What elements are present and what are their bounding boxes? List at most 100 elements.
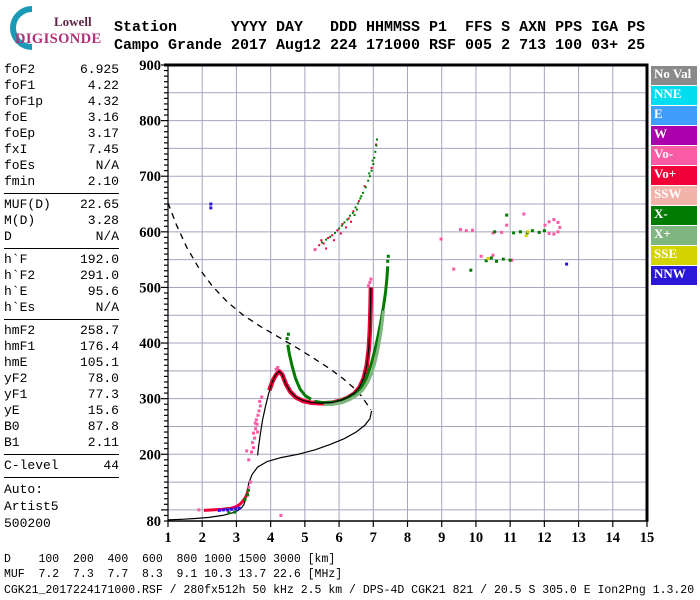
x-minus-echoes-dot	[286, 332, 290, 336]
nnw-echoes-dot	[217, 508, 221, 512]
panel-divider	[4, 477, 119, 478]
second-hop-green-dot	[321, 241, 323, 244]
x-trace-f1-cusp	[286, 344, 312, 401]
muf-transmission-curve	[167, 202, 372, 411]
x-axis-label: 5	[301, 530, 308, 546]
param-row: C-level 44	[4, 458, 119, 474]
o-trace-e	[203, 491, 250, 512]
vo-minus-echoes-dot	[522, 212, 526, 216]
vo-minus-echoes-dot	[254, 427, 258, 431]
logo-lowell-text: Lowell	[54, 14, 92, 29]
second-hop-green-dot	[329, 235, 332, 238]
second-hop-green-dot	[338, 227, 341, 230]
second-hop-green-dot	[351, 211, 354, 214]
x-axis-label: 4	[267, 530, 274, 546]
param-value: N/A	[95, 300, 119, 315]
x-axis-label: 3	[233, 530, 240, 546]
param-value: 77.3	[87, 387, 119, 402]
legend-item-nne: NNE	[651, 86, 697, 105]
y-axis-label: 200	[139, 447, 161, 463]
second-hop-green-dot	[349, 214, 351, 217]
param-value: 4.22	[87, 78, 119, 93]
second-hop-green-dot	[367, 179, 370, 182]
vo-minus-echoes-dot	[556, 230, 560, 234]
param-label: fxI	[4, 142, 28, 157]
vo-minus-echoes-dot	[253, 436, 257, 440]
param-value: 4.32	[87, 94, 119, 109]
second-hop-green-dot	[325, 238, 328, 241]
param-row: h`Es N/A	[4, 300, 119, 316]
param-label: h`E	[4, 284, 28, 299]
param-label: hmE	[4, 355, 28, 370]
legend-item-nnw: NNW	[651, 266, 697, 285]
vo-minus-echoes-dot	[255, 422, 259, 426]
param-label: yE	[4, 403, 20, 418]
second-hop-red-dot	[336, 229, 339, 232]
vo-minus-echoes-dot	[558, 225, 562, 229]
vo-minus-echoes-dot	[556, 220, 560, 224]
x-axis-label: 12	[537, 530, 552, 546]
param-value: 3.16	[87, 110, 119, 125]
o-trace-f	[267, 287, 374, 406]
y-axis-label: 400	[139, 336, 161, 352]
param-row: foF2 6.925	[4, 62, 119, 78]
param-label: yF1	[4, 387, 28, 402]
vo-minus-echoes-dot	[552, 232, 556, 236]
param-row: foEs N/A	[4, 158, 119, 174]
vo-minus-echoes-dot	[547, 232, 551, 235]
vo-minus-echoes-dot	[252, 431, 255, 435]
param-row: yF1 77.3	[4, 387, 119, 403]
param-value: 3.28	[87, 213, 119, 228]
second-hop-red-dot	[318, 244, 321, 247]
vo-minus-echoes-dot	[505, 223, 509, 227]
vo-minus-echoes-dot	[547, 220, 551, 224]
x-minus-echoes-dot	[489, 256, 493, 260]
true-height-profile-curve	[167, 410, 373, 521]
param-value: 258.7	[79, 323, 119, 338]
param-value: 95.6	[87, 284, 119, 299]
second-hop-red-dot	[332, 239, 335, 242]
param-row: foEp 3.17	[4, 126, 119, 142]
x-minus-echoes-dot	[469, 268, 473, 272]
x-minus-echoes-dot	[386, 259, 390, 263]
second-hop-red-dot	[352, 210, 355, 213]
vo-minus-echoes-dot	[247, 485, 251, 489]
nnw-echoes-dot	[230, 507, 234, 511]
y-axis-label: 900	[139, 58, 161, 74]
x-minus-echoes-dot	[493, 230, 497, 234]
logo-crescent-icon	[10, 6, 33, 50]
second-hop-red-dot	[325, 247, 328, 250]
param-value: 2.10	[87, 174, 119, 189]
y-axis-label: 300	[139, 392, 161, 408]
vo-minus-echoes-dot	[252, 446, 255, 450]
param-label: hmF2	[4, 323, 36, 338]
sse-echoes-dot	[526, 230, 530, 234]
vo-minus-echoes-dot	[543, 223, 547, 227]
second-hop-green-dot	[374, 150, 377, 153]
y-axis-label: 80	[147, 514, 162, 530]
header-labels-row: Station YYYY DAY DDD HHMMSS P1 FFS S AXN…	[114, 19, 646, 36]
x-minus-echoes-dot	[495, 259, 498, 263]
x-minus-echoes-dot	[285, 337, 289, 341]
x-axis-label: 9	[438, 530, 445, 546]
x-plus-trace	[323, 310, 385, 407]
logo-digisonde-text: DIGISONDE	[15, 31, 102, 47]
param-value: 15.6	[87, 403, 119, 418]
second-hop-green-dot	[343, 221, 346, 224]
param-label: B1	[4, 435, 20, 450]
param-row: B1 2.11	[4, 435, 119, 451]
second-hop-green-dot	[359, 197, 362, 200]
param-value: 2.11	[87, 435, 119, 450]
x-minus-echoes-dot	[518, 230, 522, 234]
second-hop-red-dot	[344, 226, 347, 229]
x-axis-label: 14	[606, 530, 621, 546]
status-line: CGK21_2017224171000.RSF / 280fx512h 50 k…	[4, 584, 695, 597]
vo-minus-echoes-dot	[313, 248, 317, 252]
param-label: h`F	[4, 252, 28, 267]
legend-item-vo: Vo-	[651, 146, 697, 165]
legend-item-x: X+	[651, 226, 697, 245]
vo-minus-echoes-dot	[552, 218, 556, 222]
legend-item-sse: SSE	[651, 246, 697, 265]
second-hop-green-dot	[368, 172, 371, 175]
vo-minus-echoes-dot	[253, 421, 257, 425]
